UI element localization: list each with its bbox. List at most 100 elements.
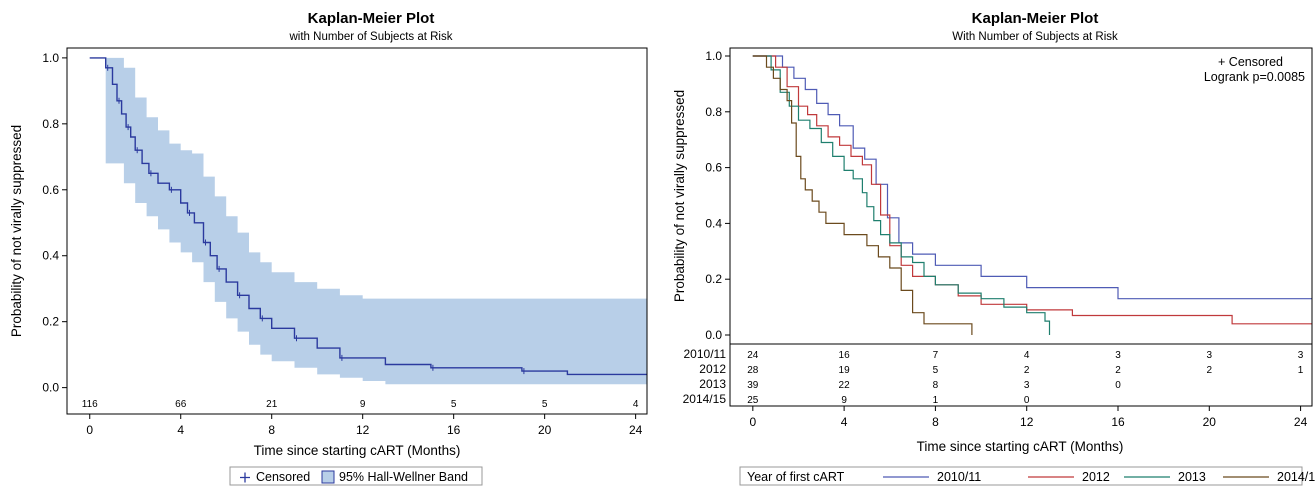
survival-line [752,55,1051,335]
at-risk-count: 3 [1298,350,1304,361]
right-chart: Kaplan-Meier Plot With Number of Subject… [672,10,1315,486]
y-tick-label: 0.0 [705,328,722,342]
legend-item-band: 95% Hall-Wellner Band [321,470,468,484]
at-risk-count: 25 [747,395,759,406]
left-legend-frame [229,466,483,486]
right-chart-subtitle: With Number of Subjects at Risk [952,31,1118,43]
at-risk-row-label: 2010/11 [684,347,727,361]
at-risk-count: 9 [360,399,366,410]
right-x-axis-label: Time since starting cART (Months) [917,439,1124,454]
at-risk-count: 22 [839,380,851,391]
at-risk-count: 5 [933,365,939,376]
at-risk-count: 2 [1115,365,1121,376]
at-risk-count: 5 [542,399,548,410]
x-tick-label: 12 [356,423,370,437]
at-risk-count: 116 [82,399,98,410]
x-tick-label: 20 [538,423,552,437]
right-legend-items: 2010/11 2012 2013 2014/15 [883,470,1315,484]
at-risk-count: 39 [747,380,759,391]
at-risk-count: 21 [266,399,278,410]
right-y-axis-label: Probability of not virally suppressed [672,90,687,302]
x-tick-label: 0 [749,415,756,429]
y-tick-label: 0.6 [705,161,722,175]
left-y-axis: 0.0 0.2 0.4 0.6 0.8 1.0 [42,51,67,395]
x-tick-label: 0 [86,423,93,437]
left-at-risk-row: 116 66 21 9 5 5 4 [82,399,639,410]
left-chart-subtitle: with Number of Subjects at Risk [289,31,453,43]
y-tick-label: 0.8 [705,105,722,119]
x-tick-label: 8 [932,415,939,429]
at-risk-row-label: 2012 [699,362,726,376]
x-tick-label: 4 [841,415,848,429]
at-risk-count: 19 [839,365,851,376]
right-x-axis: 0 4 8 12 16 20 24 [749,406,1308,429]
at-risk-count: 0 [1024,395,1030,406]
logrank-annotation: Logrank p=0.0085 [1204,70,1305,84]
left-plot-frame [66,47,648,415]
at-risk-row-label: 2014/15 [683,392,727,406]
right-y-axis: 0.0 0.2 0.4 0.6 0.8 1.0 [705,49,730,342]
at-risk-count: 24 [747,350,759,361]
at-risk-count: 5 [451,399,457,410]
at-risk-count: 28 [747,365,759,376]
x-tick-label: 4 [177,423,184,437]
right-legend-frame [739,466,1303,486]
at-risk-count: 8 [933,380,939,391]
at-risk-count: 3 [1115,350,1121,361]
y-tick-label: 1.0 [705,49,722,63]
x-tick-label: 16 [1111,415,1125,429]
band-area [105,57,647,385]
at-risk-count: 0 [1115,380,1121,391]
x-tick-label: 16 [447,423,461,437]
left-y-axis-label: Probability of not virally suppressed [9,125,24,337]
band-swatch-icon [321,470,335,484]
legend-item-censored: Censored [240,470,310,484]
at-risk-count: 16 [839,350,851,361]
survival-curve [89,57,647,376]
x-tick-label: 8 [268,423,275,437]
x-tick-label: 20 [1203,415,1217,429]
y-tick-label: 0.0 [42,381,59,395]
at-risk-count: 3 [1024,380,1030,391]
y-tick-label: 0.4 [42,249,59,263]
survival-curves [752,55,1312,335]
at-risk-count: 2 [1207,365,1213,376]
at-risk-count: 2 [1024,365,1030,376]
x-tick-label: 12 [1020,415,1034,429]
x-tick-label: 24 [1294,415,1308,429]
at-risk-count: 66 [175,399,187,410]
left-chart-title: Kaplan-Meier Plot [308,10,435,27]
y-tick-label: 0.6 [42,183,59,197]
at-risk-count: 7 [933,350,939,361]
legend-series-label: 2010/11 [937,470,981,484]
legend-series-label: 2012 [1082,470,1110,484]
at-risk-count: 3 [1207,350,1213,361]
left-chart: Kaplan-Meier Plot with Number of Subject… [9,10,648,486]
survival-line [752,55,973,335]
survival-line [752,55,1312,300]
at-risk-count: 4 [1024,350,1030,361]
y-tick-label: 0.2 [705,272,722,286]
at-risk-count: 4 [633,399,639,410]
legend-series-label: 2014/15 [1277,470,1315,484]
right-legend-title: Year of first cART [747,470,845,484]
left-x-axis-label: Time since starting cART (Months) [254,443,461,458]
censored-marker-icon [240,472,250,483]
y-tick-label: 0.8 [42,117,59,131]
y-tick-label: 1.0 [42,51,59,65]
survival-line [752,55,1312,325]
at-risk-row-label: 2013 [699,377,726,391]
at-risk-count: 9 [841,395,847,406]
right-risk-frame [729,343,1313,407]
y-tick-label: 0.2 [42,315,59,329]
legend-label-censored: Censored [256,470,310,484]
right-chart-title: Kaplan-Meier Plot [972,10,1099,27]
survival-line [89,57,647,376]
censored-annotation: + Censored [1218,55,1283,69]
at-risk-count: 1 [933,395,939,406]
legend-label-band: 95% Hall-Wellner Band [339,470,468,484]
confidence-band [105,57,647,385]
y-tick-label: 0.4 [705,216,722,230]
